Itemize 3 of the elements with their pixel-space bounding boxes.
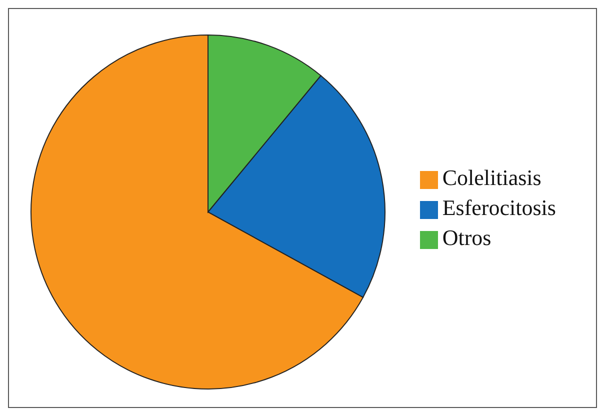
legend-label: Esferocitosis	[442, 195, 556, 220]
legend-label: Colelitiasis	[442, 165, 542, 190]
legend-label: Otros	[442, 225, 492, 250]
